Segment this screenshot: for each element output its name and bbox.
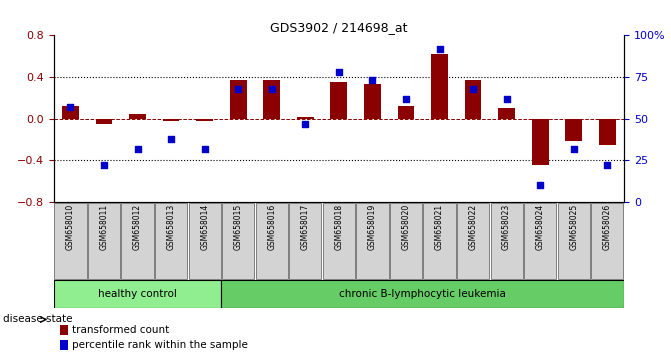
Title: GDS3902 / 214698_at: GDS3902 / 214698_at — [270, 21, 407, 34]
Bar — [498, 108, 515, 119]
Text: GSM658021: GSM658021 — [435, 204, 444, 250]
Bar — [431, 54, 448, 119]
FancyBboxPatch shape — [289, 202, 321, 279]
FancyBboxPatch shape — [390, 202, 422, 279]
Point — [401, 96, 411, 102]
Point — [300, 121, 311, 126]
Bar — [60, 340, 68, 350]
FancyBboxPatch shape — [423, 202, 456, 279]
Text: GSM658010: GSM658010 — [66, 204, 75, 250]
Text: GSM658014: GSM658014 — [200, 204, 209, 250]
FancyBboxPatch shape — [558, 202, 590, 279]
Text: GSM658019: GSM658019 — [368, 204, 377, 250]
FancyBboxPatch shape — [155, 202, 187, 279]
Text: disease state: disease state — [3, 314, 73, 325]
Text: GSM658018: GSM658018 — [334, 204, 344, 250]
FancyBboxPatch shape — [491, 202, 523, 279]
Point — [535, 182, 546, 188]
Text: GSM658015: GSM658015 — [234, 204, 243, 250]
FancyBboxPatch shape — [189, 202, 221, 279]
Bar — [229, 80, 247, 119]
Text: GSM658022: GSM658022 — [468, 204, 478, 250]
Point — [602, 162, 613, 168]
FancyBboxPatch shape — [221, 280, 624, 308]
Bar — [96, 119, 113, 124]
Bar — [566, 119, 582, 142]
Text: GSM658020: GSM658020 — [401, 204, 411, 250]
Point — [65, 104, 76, 110]
Text: transformed count: transformed count — [72, 325, 170, 335]
Bar — [130, 114, 146, 119]
FancyBboxPatch shape — [457, 202, 489, 279]
Bar — [532, 119, 549, 165]
Point — [434, 46, 445, 52]
Text: chronic B-lymphocytic leukemia: chronic B-lymphocytic leukemia — [340, 289, 506, 299]
Bar — [60, 325, 68, 335]
FancyBboxPatch shape — [54, 280, 221, 308]
Point — [233, 86, 244, 91]
Bar — [397, 106, 415, 119]
Point — [367, 78, 378, 83]
Bar — [464, 80, 482, 119]
Point — [501, 96, 512, 102]
FancyBboxPatch shape — [222, 202, 254, 279]
Text: GSM658012: GSM658012 — [133, 204, 142, 250]
Bar — [331, 82, 348, 119]
Point — [199, 146, 210, 152]
FancyBboxPatch shape — [88, 202, 120, 279]
Text: GSM658013: GSM658013 — [166, 204, 176, 250]
Point — [99, 162, 109, 168]
FancyBboxPatch shape — [256, 202, 288, 279]
Text: GSM658026: GSM658026 — [603, 204, 612, 250]
FancyBboxPatch shape — [591, 202, 623, 279]
Bar — [62, 106, 79, 119]
Text: GSM658017: GSM658017 — [301, 204, 310, 250]
Text: healthy control: healthy control — [98, 289, 177, 299]
Bar — [297, 116, 313, 119]
Text: GSM658016: GSM658016 — [267, 204, 276, 250]
Bar — [163, 119, 180, 121]
Point — [333, 69, 344, 75]
Point — [266, 86, 277, 91]
Point — [468, 86, 478, 91]
Point — [568, 146, 579, 152]
Point — [166, 136, 176, 141]
Text: percentile rank within the sample: percentile rank within the sample — [72, 340, 248, 350]
FancyBboxPatch shape — [323, 202, 355, 279]
Text: GSM658025: GSM658025 — [569, 204, 578, 250]
FancyBboxPatch shape — [54, 202, 87, 279]
Point — [132, 146, 143, 152]
Text: GSM658011: GSM658011 — [99, 204, 109, 250]
Bar — [599, 119, 616, 144]
FancyBboxPatch shape — [121, 202, 154, 279]
Bar — [263, 80, 280, 119]
Bar — [364, 84, 381, 119]
Bar — [197, 119, 213, 121]
Text: GSM658024: GSM658024 — [535, 204, 545, 250]
FancyBboxPatch shape — [356, 202, 389, 279]
Text: GSM658023: GSM658023 — [502, 204, 511, 250]
FancyBboxPatch shape — [524, 202, 556, 279]
